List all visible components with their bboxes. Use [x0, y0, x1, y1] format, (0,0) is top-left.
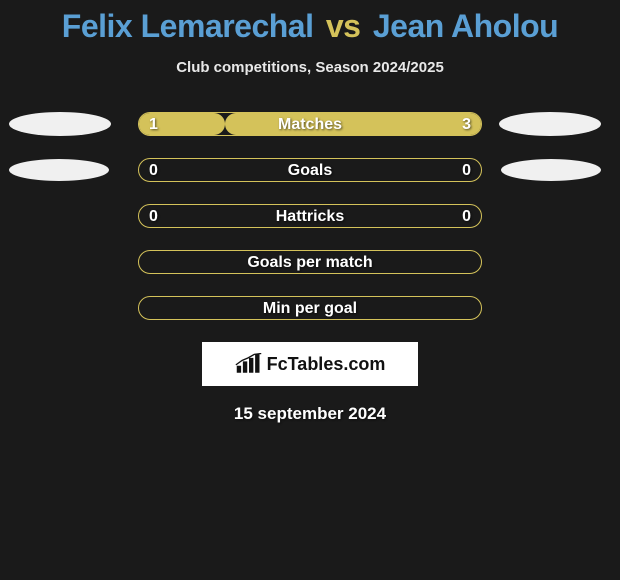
right-ellipse [501, 159, 601, 181]
comparison-infographic: Felix Lemarechal vs Jean Aholou Club com… [0, 0, 620, 580]
brand-box: FcTables.com [202, 342, 418, 386]
stat-row: 13Matches [0, 112, 620, 136]
stat-row: 00Hattricks [0, 204, 620, 228]
right-ellipse [499, 112, 601, 136]
stat-label: Matches [139, 113, 481, 137]
stat-bar-track: Min per goal [138, 296, 482, 320]
subtitle: Club competitions, Season 2024/2025 [0, 59, 620, 76]
left-ellipse [9, 112, 111, 136]
date-label: 15 september 2024 [0, 404, 620, 424]
stat-bar-track: 13Matches [138, 112, 482, 136]
stat-row: Min per goal [0, 296, 620, 320]
stat-label: Goals [139, 159, 481, 183]
left-ellipse [9, 159, 109, 181]
stats-chart: 13Matches 00Goals 00Hattricks Goals per mat… [0, 112, 620, 320]
brand-logo: FcTables.com [235, 353, 386, 375]
player2-name: Jean Aholou [373, 8, 558, 44]
bar-chart-icon [235, 353, 263, 375]
stat-bar-track: 00Hattricks [138, 204, 482, 228]
stat-label: Hattricks [139, 205, 481, 229]
stat-row: Goals per match [0, 250, 620, 274]
stat-row: 00Goals [0, 158, 620, 182]
stat-bar-track: Goals per match [138, 250, 482, 274]
stat-label: Min per goal [139, 297, 481, 321]
player1-name: Felix Lemarechal [62, 8, 314, 44]
page-title: Felix Lemarechal vs Jean Aholou [0, 8, 620, 45]
stat-label: Goals per match [139, 251, 481, 275]
stat-bar-track: 00Goals [138, 158, 482, 182]
vs-label: vs [326, 8, 361, 44]
brand-text: FcTables.com [267, 354, 386, 375]
